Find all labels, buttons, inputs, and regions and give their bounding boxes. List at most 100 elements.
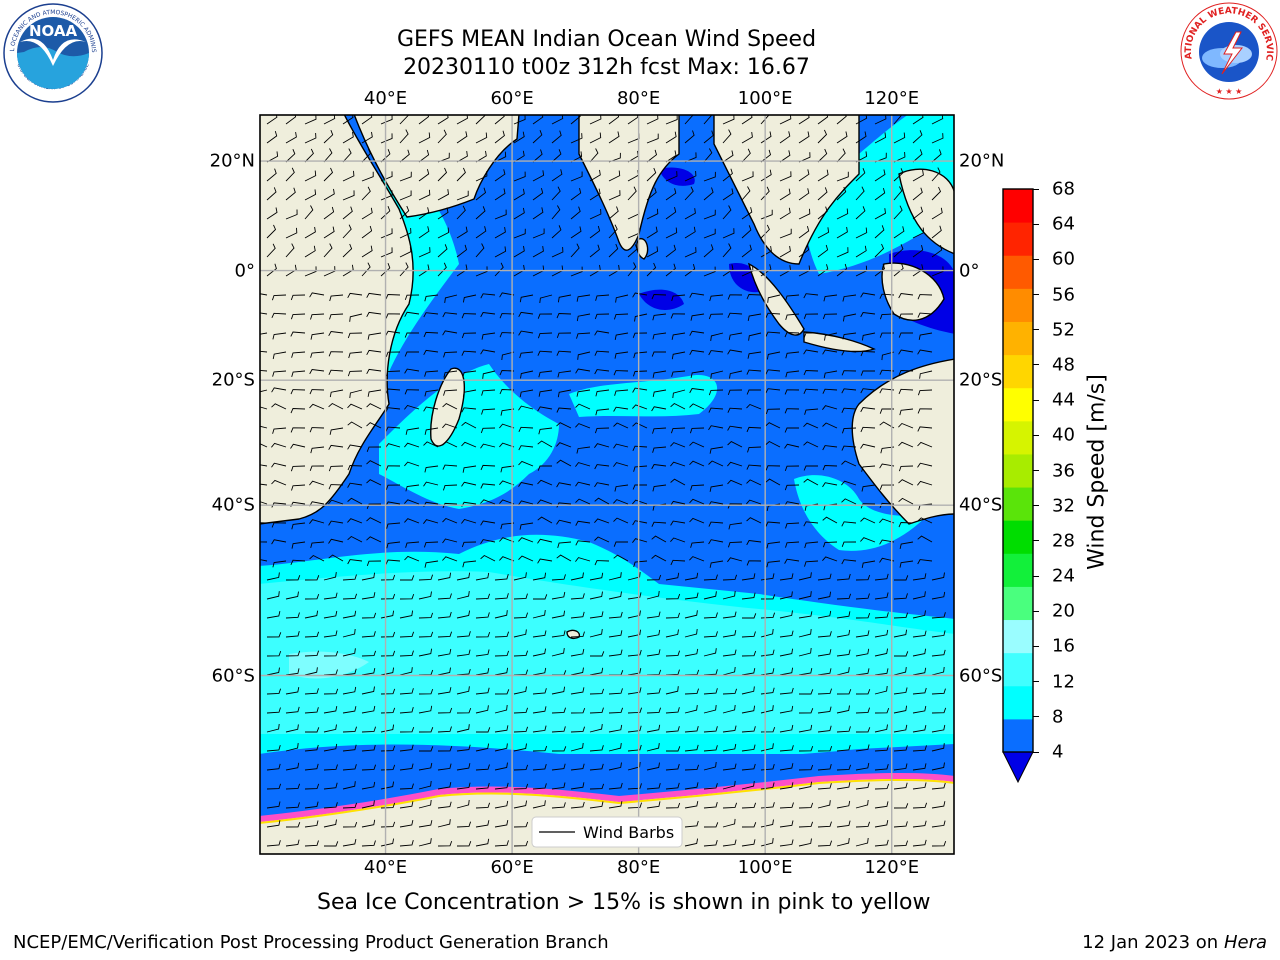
wind-barb [570,115,581,125]
top-lon-label: 60°E [490,88,534,109]
wind-barb [671,332,686,340]
wind-barb [475,612,490,619]
colorbar-tick-mark [1033,575,1039,577]
wind-barb [703,115,713,125]
wind-barb [836,573,851,581]
wind-barb [703,148,713,163]
wind-barb [260,522,268,524]
wind-barb [551,648,565,657]
wind-barb [481,408,496,415]
wind-barb [898,349,914,355]
wind-barb [741,763,756,771]
colorbar-tick-mark [1033,751,1039,753]
wind-barb [494,227,506,239]
wind-barb [703,266,716,277]
wind-barb [304,148,314,163]
wind-barb [860,443,876,449]
wind-barb [456,707,472,714]
wind-barb [481,389,496,396]
wind-barb [260,464,268,467]
wind-barb [494,246,507,258]
wind-barb [418,149,430,163]
wind-barb [803,465,819,471]
wind-barb [404,389,420,395]
wind-barb [917,462,933,468]
wind-barb [570,206,581,220]
wind-barb [537,516,553,524]
wind-barb [285,187,296,201]
wind-barb [652,389,667,397]
wind-barb [532,763,547,771]
wind-barb [931,820,946,828]
wind-barb [342,190,355,201]
wind-barb [366,536,382,543]
wind-barb [785,370,800,378]
wind-barb [328,484,344,490]
wind-barb [931,572,945,581]
wind-barb [480,499,496,505]
wind-barb [347,465,363,471]
wind-barb [709,560,724,568]
legend-label: Wind Barbs [583,823,674,842]
wind-barb [285,132,297,144]
wind-barb [684,764,700,771]
wind-barb [879,539,895,545]
wind-barb [304,115,317,125]
wind-barb [665,707,680,714]
wind-barb [665,131,677,144]
wind-barb [684,170,697,182]
wind-barb [917,480,933,486]
wind-barb [285,243,295,258]
wind-barb [537,479,553,486]
wind-barb [627,707,643,714]
wind-barb [328,444,344,450]
wind-barb [557,370,572,378]
colorbar-tick-mark [1033,681,1039,683]
wind-barb [347,403,363,410]
left-lat-label: 20°N [209,150,255,172]
wind-barb [532,228,545,239]
wind-barb [798,131,810,144]
wind-barb [532,572,547,581]
colorbar-cell [1003,619,1033,654]
wind-barb [860,407,876,413]
wind-barb [589,763,604,771]
colorbar-tick-mark [1033,505,1039,507]
wind-barb [912,782,927,790]
wind-barb [748,332,762,341]
wind-barb [703,822,719,828]
wind-barb [266,591,280,600]
wind-barb [836,705,850,714]
wind-barb [499,499,515,505]
wind-barb [855,689,871,695]
wind-barb [874,629,889,638]
wind-barb [589,264,601,277]
wind-barb [798,244,810,258]
wind-barb [836,689,852,695]
wind-barb [893,226,905,239]
wind-barb [499,332,515,338]
wind-barb [494,593,509,600]
wind-barb [551,707,567,714]
wind-barb [475,838,490,847]
wind-barb [475,743,490,752]
wind-barb [798,611,813,619]
wind-barb [803,441,819,448]
wind-barb [328,538,344,544]
wind-barb [570,782,585,790]
wind-barb [537,465,552,471]
wind-barb [632,520,648,526]
wind-barb [456,264,468,277]
colorbar-tick-label: 56 [1052,284,1075,306]
wind-barb [271,479,287,486]
wind-barb [741,592,756,600]
wind-barb [614,484,629,492]
wind-barb [437,667,451,676]
wind-barb [266,243,276,258]
wind-barb [551,630,566,638]
wind-barb [418,226,430,239]
wind-barb [291,370,306,378]
wind-barb [442,556,458,562]
wind-barb [912,687,927,695]
wind-barb [703,688,718,695]
